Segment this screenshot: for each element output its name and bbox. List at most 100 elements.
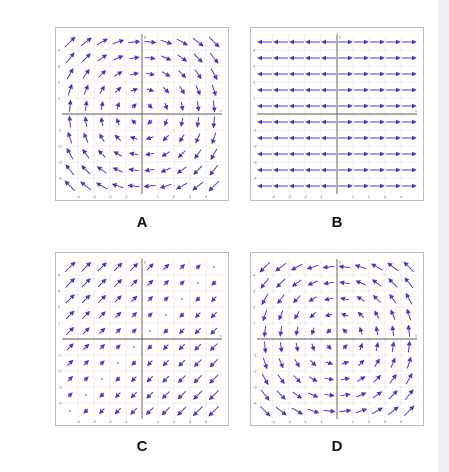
vector-field-plot-d: -4 -3 -2 -1 1 2 3 4 4 3 2 1 -1 -2 -3 -4 x y [253, 259, 417, 424]
vector-arrow [162, 263, 170, 271]
vector-arrow [195, 101, 201, 112]
y-tick-label: -3 [58, 160, 62, 165]
vector-arrow [163, 328, 169, 334]
vector-arrow [338, 264, 351, 270]
vector-arrow [326, 344, 332, 350]
vector-arrow [211, 116, 217, 129]
vector-arrow [403, 261, 415, 273]
vector-arrow [114, 295, 122, 303]
vector-arrow [83, 100, 89, 111]
vector-arrow [114, 311, 122, 319]
vector-arrow [342, 344, 348, 350]
vector-arrow [308, 392, 319, 398]
x-tick-label: 1 [157, 194, 160, 199]
vector-arrow [210, 296, 217, 303]
vector-arrow [194, 343, 202, 351]
y-tick-label: -1 [58, 128, 62, 133]
vector-arrow [130, 407, 138, 415]
vector-arrow [65, 52, 75, 64]
vector-arrow [112, 39, 125, 45]
vector-arrow [147, 312, 153, 318]
vector-arrow [163, 102, 169, 111]
vector-arrow [195, 264, 201, 270]
x-tick-label: -4 [76, 194, 80, 199]
vector-arrow [260, 389, 270, 401]
vector-arrow [177, 150, 186, 159]
vector-arrow [306, 264, 319, 270]
vector-arrow [262, 325, 268, 338]
vector-arrow [97, 149, 106, 158]
vector-arrow [390, 357, 396, 368]
vector-arrow [96, 38, 109, 46]
vector-arrow [130, 391, 138, 399]
vector-arrow [99, 85, 105, 95]
y-tick-label: 1 [58, 321, 61, 326]
vector-arrow [371, 407, 384, 415]
y-tick-label: 3 [253, 289, 256, 294]
vector-arrow [342, 328, 348, 334]
vector-arrow [130, 279, 138, 287]
vector-arrow [65, 277, 76, 288]
vector-arrow [192, 37, 204, 47]
vector-arrow [114, 392, 121, 399]
vector-arrow [83, 359, 90, 366]
y-tick-label: -1 [58, 353, 62, 358]
vector-arrow [195, 296, 201, 302]
vector-arrow [98, 408, 105, 415]
vector-arrow [161, 406, 171, 416]
vector-arrow [67, 375, 74, 382]
vector-arrow [178, 359, 186, 367]
vector-arrow [209, 164, 219, 176]
y-tick-label: 3 [58, 64, 61, 69]
y-tick-label: -2 [58, 144, 62, 149]
vector-arrow [82, 148, 90, 159]
vector-arrow [133, 346, 135, 348]
vector-arrow [67, 392, 73, 398]
vector-arrow [165, 314, 167, 316]
vector-arrow [406, 356, 412, 369]
vector-arrow [146, 391, 154, 399]
vector-arrow [404, 277, 414, 289]
vector-arrow [146, 87, 155, 93]
vector-arrow [208, 405, 220, 417]
vector-arrow [115, 117, 121, 126]
vector-arrow [128, 151, 139, 157]
vector-arrow [128, 39, 141, 45]
vector-arrow [208, 36, 220, 48]
vector-arrow [406, 340, 412, 353]
vector-arrow [179, 85, 185, 95]
vector-arrow [389, 373, 397, 384]
vector-arrow [145, 71, 156, 77]
x-tick-label: -1 [319, 419, 323, 424]
y-tick-label: -3 [253, 385, 257, 390]
vector-arrow [95, 182, 108, 190]
x-tick-label: -3 [287, 419, 291, 424]
vector-arrow [374, 358, 380, 368]
vector-arrow [177, 406, 187, 416]
panel-label-b: B [331, 214, 343, 231]
x-axis-label: x [415, 333, 417, 338]
vector-arrow [307, 408, 320, 414]
vector-arrow [144, 39, 157, 45]
vector-arrow [67, 99, 73, 112]
x-axis-label: x [220, 333, 222, 338]
y-tick-label: 3 [253, 64, 256, 69]
y-tick-label: -1 [253, 128, 257, 133]
vector-arrow [143, 183, 156, 189]
vector-arrow [130, 262, 139, 271]
vector-arrow [387, 406, 399, 416]
vector-arrow [309, 359, 317, 367]
vector-arrow [179, 117, 185, 128]
vector-arrow [162, 344, 169, 351]
x-tick-label: -3 [287, 194, 291, 199]
vector-arrow [197, 282, 199, 284]
vector-arrow [159, 183, 172, 189]
vector-arrow [114, 86, 122, 94]
vector-arrow [390, 309, 396, 320]
vector-arrow [209, 52, 219, 64]
vector-arrow [99, 360, 105, 366]
vector-arrow [99, 343, 106, 350]
vector-arrow [374, 341, 380, 352]
y-tick-label: 1 [253, 96, 256, 101]
vector-arrow [97, 54, 108, 62]
